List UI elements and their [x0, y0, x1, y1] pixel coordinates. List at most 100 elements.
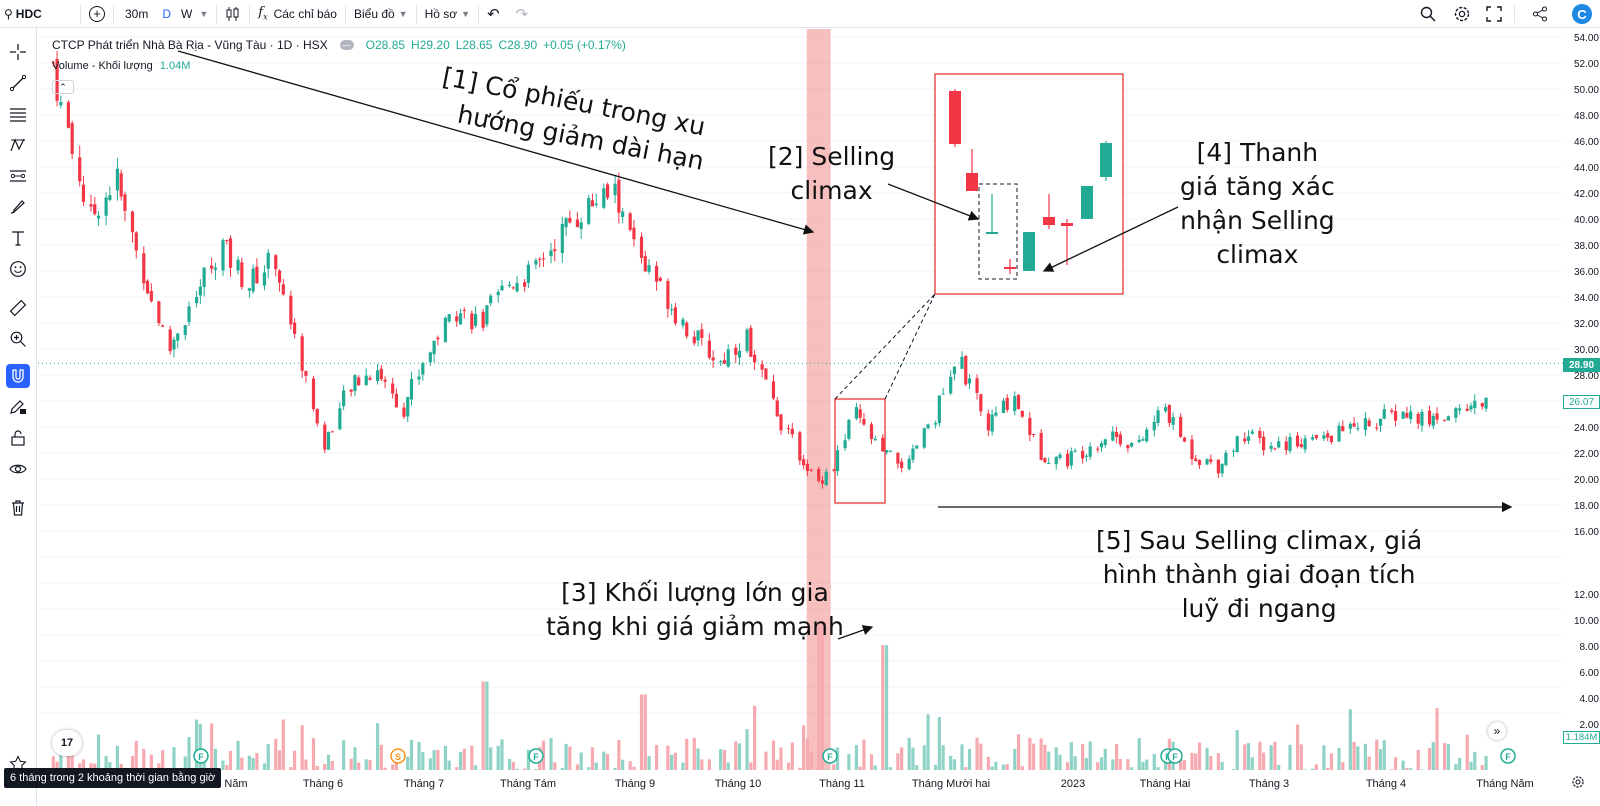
redo-button[interactable]: ↷ [508, 0, 537, 28]
settings-button[interactable] [1450, 0, 1474, 28]
chart-type-button[interactable] [217, 0, 249, 28]
volume-bar [1145, 759, 1149, 770]
tradingview-logo[interactable]: 17 [52, 730, 82, 756]
candle-body [1348, 423, 1352, 429]
volume-bar [364, 759, 368, 770]
price-axis-tick: 50.00 [1574, 85, 1599, 96]
candle-body [1277, 441, 1281, 448]
symbol-search[interactable]: ⚲ HDC [0, 0, 80, 28]
candle-body [922, 428, 926, 448]
volume-bar [1382, 740, 1386, 770]
volume-bar [1016, 734, 1021, 770]
event-marker[interactable]: F [528, 748, 544, 764]
candle-body [432, 340, 436, 355]
volume-bar [55, 761, 59, 770]
volume-bar [560, 767, 564, 770]
volume-bar [1454, 763, 1458, 770]
zoom-tool[interactable] [6, 327, 30, 351]
candle-body [1431, 415, 1435, 426]
volume-bar [1156, 767, 1160, 770]
candle-body [421, 363, 425, 375]
volume-bar [428, 758, 432, 770]
volume-bar [749, 762, 753, 770]
collapse-legend-button[interactable]: ⌃ [52, 80, 74, 94]
candle-body [654, 265, 659, 282]
time-axis-tick: Tháng Năm [1476, 778, 1533, 790]
brush-tool[interactable] [6, 195, 30, 219]
candle-body [1322, 435, 1326, 439]
trendline-tool[interactable] [6, 71, 30, 95]
volume-value-label: 1.184M [1563, 731, 1600, 744]
ruler-tool[interactable] [6, 296, 30, 320]
legend-toggle[interactable]: — [339, 40, 354, 50]
candle-body [1473, 400, 1477, 409]
pattern-tool[interactable] [6, 133, 30, 157]
candle-body [1465, 408, 1469, 411]
event-marker[interactable]: S [390, 748, 406, 764]
event-marker[interactable]: F [193, 748, 209, 764]
time-axis-tick: Tháng 6 [303, 778, 343, 790]
candle-body [1250, 431, 1254, 434]
compare-button[interactable]: + [81, 0, 113, 28]
symbol-title[interactable]: CTCP Phát triển Nhà Bà Rịa - Vũng Tàu · … [52, 38, 328, 52]
fullscreen-button[interactable] [1482, 0, 1506, 28]
candle-body [168, 329, 172, 352]
candle-body [1295, 435, 1300, 447]
visibility-tool[interactable] [6, 457, 30, 481]
chevron-down-icon[interactable]: ▼ [199, 8, 209, 19]
volume-bar [255, 753, 259, 770]
share-button[interactable] [1528, 0, 1552, 28]
volume-bar [696, 748, 700, 770]
event-marker[interactable]: F [1500, 748, 1516, 764]
candle-body [104, 197, 108, 216]
undo-button[interactable]: ↶ [479, 0, 508, 28]
redo-icon: ↷ [515, 5, 529, 23]
price-axis[interactable]: 12.00 10.00 8.00 6.00 4.00 2.00 54.00 52.00 50.0… [1563, 29, 1600, 789]
event-marker[interactable]: F [1167, 748, 1183, 764]
event-marker-circle [1167, 748, 1183, 764]
text-tool[interactable] [6, 226, 30, 250]
volume-bar [183, 756, 187, 770]
event-marker-circle [528, 748, 544, 764]
time-axis[interactable]: Năm Tháng 6 Tháng 7 Tháng Tám Tháng 9 Tháng 1… [38, 770, 1563, 794]
chart-canvas[interactable]: FSFFFFF [38, 29, 1563, 770]
axis-settings-button[interactable] [1568, 772, 1588, 792]
interval-day[interactable]: D [162, 6, 172, 21]
candle-body [737, 350, 742, 358]
candle-body [436, 337, 440, 340]
lock-tool[interactable] [6, 426, 30, 450]
volume-legend[interactable]: Volume - Khối lượng 1.04M [52, 60, 190, 72]
volume-bar [96, 734, 101, 770]
candle-body [228, 238, 233, 268]
interval-30m[interactable]: 30m [125, 6, 149, 21]
annotation-5: [5] Sau Selling climax, giá hình thành g… [1096, 524, 1422, 626]
zoom-candle-body [1043, 217, 1055, 225]
profile-button[interactable]: Hồ sơ ▼ [417, 0, 478, 28]
emoji-tool[interactable] [6, 257, 30, 281]
price-axis-tick: 44.00 [1574, 163, 1599, 174]
candle-body [915, 445, 919, 449]
candle-body [1356, 428, 1360, 430]
volume-bar [1126, 759, 1130, 770]
volume-bar [1378, 749, 1383, 770]
delete-tool[interactable] [6, 496, 30, 520]
candle-body [1299, 444, 1303, 447]
draw-mode-tool[interactable] [6, 395, 30, 419]
fib-tool[interactable] [6, 102, 30, 126]
interval-week[interactable]: W [181, 6, 193, 21]
scroll-to-latest-button[interactable]: » [1488, 722, 1506, 740]
candle-body [673, 307, 678, 324]
event-marker[interactable]: F [822, 748, 838, 764]
price-axis-tick: 36.00 [1574, 267, 1599, 278]
volume-bar [994, 761, 998, 770]
indicators-button[interactable]: fx Các chỉ báo [250, 0, 345, 28]
crosshair-tool[interactable] [6, 40, 30, 64]
magnet-tool[interactable] [6, 364, 30, 388]
quick-search-button[interactable] [1416, 0, 1440, 28]
layout-button[interactable]: Biểu đồ ▼ [346, 0, 416, 28]
volume-bar [1209, 755, 1213, 770]
candle-body [779, 414, 783, 431]
time-axis-tick: Tháng Mười hai [912, 778, 990, 790]
candle-body [236, 259, 240, 271]
forecast-tool[interactable] [6, 164, 30, 188]
